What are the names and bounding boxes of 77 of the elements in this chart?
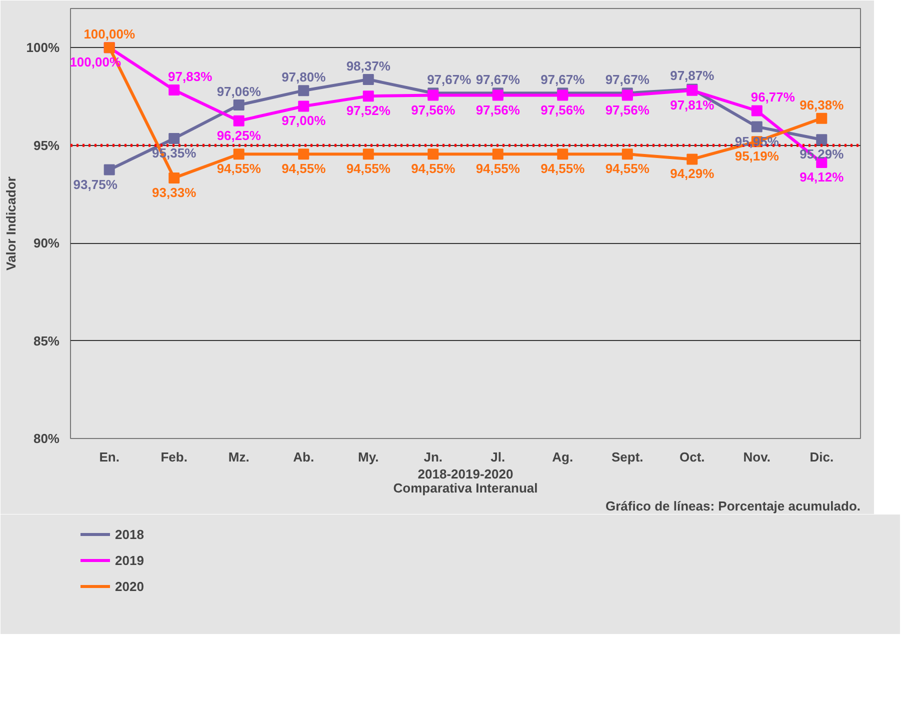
x-tick-label: Oct. [680,450,705,464]
data-label: 94,55% [216,161,262,176]
point [816,112,828,124]
data-label: 97,56% [605,102,650,118]
data-label: 100,00% [84,26,136,42]
legend-label: 2019 [115,552,144,568]
data-label: 94,29% [670,166,715,182]
point [298,100,310,112]
point [168,172,180,184]
data-label: 94,55% [476,161,520,176]
x-tick-label: Mz. [228,450,250,464]
data-label: 94,55% [605,161,650,176]
x-tick-label: Jl. [490,450,506,464]
text: 2018-2019-2020 Comparativa Interanual [393,466,538,496]
data-label: 97,56% [411,102,456,118]
point [362,74,374,85]
x-tick-label: My. [358,450,379,464]
point [233,148,244,160]
point [492,148,504,160]
data-label: 94,12% [800,170,844,185]
y-tick-label: 85% [33,333,60,348]
point [686,154,698,165]
data-label: 97,06% [216,84,262,100]
data-label: 97,56% [540,102,586,118]
y-tick-label: 100% [26,40,60,56]
point [816,134,828,146]
point [557,148,568,160]
data-label: 96,38% [800,97,844,112]
y-tick-label: 90% [33,236,60,251]
point [751,105,762,116]
point [298,85,310,96]
x-tick-label: Jn. [424,450,443,464]
legend-label: 2018 [115,526,144,542]
y-axis-title: Valor Indicador [3,176,18,270]
data-label: 94,55% [346,161,391,176]
x-tick-label: Feb. [160,450,188,464]
data-label: 97,67% [540,72,586,88]
data-label: 97,83% [168,69,213,84]
data-label: 97,00% [282,113,326,128]
legend-label: 2020 [115,578,144,594]
data-label: 93,33% [152,184,197,200]
data-label: 96,77% [750,90,796,105]
data-label: 94,55% [411,161,456,176]
point [622,148,633,160]
point [362,148,374,160]
y-tick-label: 95% [33,138,60,153]
point [751,121,762,132]
data-label: 97,67% [427,72,472,88]
x-tick-label: Dic. [810,450,834,464]
point [298,148,310,160]
point [428,148,439,160]
data-label: 97,56% [476,102,520,118]
data-label: 97,67% [476,72,520,88]
point [168,84,180,96]
x-tick-label: Ag. [552,450,574,464]
x-tick-label: En. [99,450,120,464]
data-label: 97,87% [670,68,715,84]
point [233,100,244,111]
text: Gráfico de líneas: Porcentaje acumulado. [605,498,861,514]
data-label: 98,37% [346,58,391,74]
data-label: 94,55% [282,161,326,176]
y-tick-label: 80% [33,431,60,446]
data-label: 97,80% [282,70,326,85]
data-label: 96,25% [216,128,262,143]
x-tick-label: Sept. [611,450,644,464]
data-label: 97,67% [605,72,650,88]
data-label: 97,81% [670,97,715,112]
data-label: 97,52% [346,103,391,118]
point [104,164,115,176]
x-tick-label: Nov. [743,450,771,464]
point [233,115,244,126]
data-label: 94,55% [540,161,586,176]
x-tick-label: Ab. [293,450,314,464]
data-label: 93,75% [73,176,118,192]
point [168,132,180,144]
data-label: 95,19% [734,148,780,164]
point [362,90,374,102]
